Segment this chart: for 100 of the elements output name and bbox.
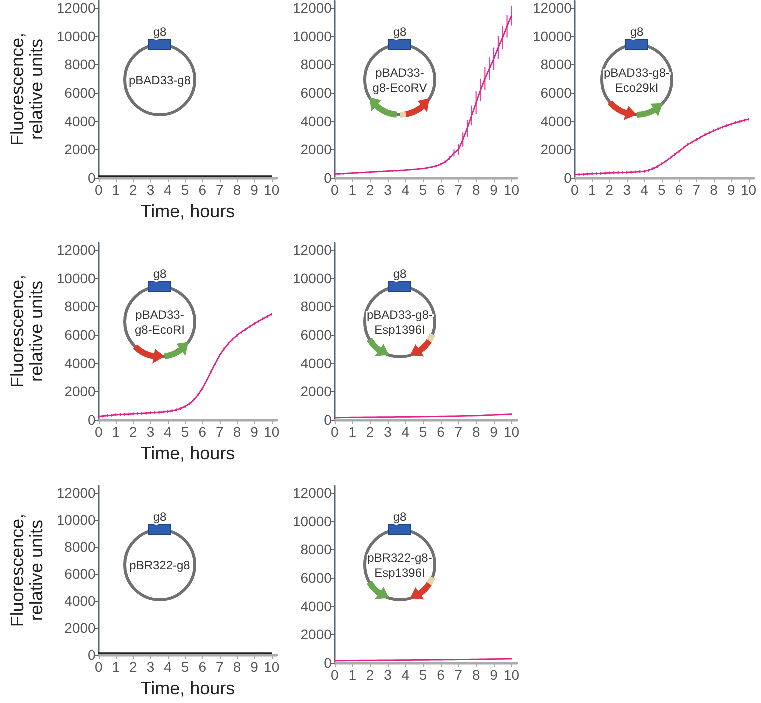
x-tick-label: 4 (640, 182, 649, 198)
x-tick-label: 8 (472, 424, 480, 440)
x-tick-label: 9 (490, 424, 498, 440)
y-axis-title: Fluorescence, relative units (8, 514, 46, 628)
y-tick-label: 8000 (300, 542, 332, 558)
x-axis-title: Time, hours (140, 678, 236, 698)
x-tick-label: 2 (366, 424, 374, 440)
x-tick-label: 10 (264, 659, 280, 676)
x-tick-label: 4 (164, 182, 172, 198)
x-tick-label: 6 (437, 667, 446, 683)
x-tick-label: 2 (606, 182, 614, 198)
x-tick-label: 5 (419, 667, 428, 683)
y-tick-label: 10000 (292, 513, 332, 530)
y-tick-label: 10000 (532, 28, 572, 44)
x-tick-label: 9 (250, 659, 259, 676)
y-axis-title: Fluorescence, relative units (8, 32, 46, 146)
y-tick-label: 6000 (540, 85, 572, 102)
x-tick-label: 2 (366, 182, 374, 198)
x-tick-label: 6 (198, 659, 207, 676)
x-tick-label: 3 (384, 424, 392, 440)
y-tick-label: 8000 (540, 56, 572, 73)
x-tick-label: 5 (181, 182, 190, 198)
x-tick-label: 2 (130, 182, 138, 198)
x-tick-label: 7 (454, 424, 463, 440)
x-tick-label: 7 (692, 182, 701, 198)
x-tick-label: 10 (740, 182, 757, 198)
x-tick-label: 1 (348, 424, 357, 440)
x-tick-label: 3 (623, 182, 632, 198)
x-tick-label: 3 (146, 182, 155, 198)
y-tick-label: 10000 (56, 28, 96, 44)
annotation: pBAD33-g8-EcoRV (372, 66, 428, 95)
x-tick-label: 2 (130, 659, 138, 676)
y-tick-label: 8000 (64, 538, 96, 555)
x-tick-label: 3 (384, 182, 392, 198)
x-tick-label: 8 (233, 424, 242, 440)
x-tick-label: 9 (250, 424, 259, 440)
y-tick-label: 8000 (64, 56, 96, 73)
y-tick-label: 12000 (56, 0, 96, 16)
annotation: g8 (393, 267, 407, 281)
x-tick-label: 7 (216, 424, 224, 440)
x-tick-label: 4 (402, 667, 410, 683)
y-tick-label: 2000 (540, 142, 572, 158)
x-tick-label: 1 (588, 182, 596, 198)
x-tick-label: 10 (504, 182, 520, 198)
x-tick-label: 9 (490, 182, 498, 198)
y-tick-label: 2000 (300, 626, 332, 643)
x-tick-label: 10 (264, 424, 280, 440)
y-axis-title: Fluorescence, relative units (8, 274, 46, 388)
x-tick-label: 3 (146, 659, 155, 676)
annotation: pBAD33-g8-Esp1396I (366, 308, 434, 337)
x-tick-label: 8 (233, 659, 242, 676)
y-tick-label: 8000 (300, 56, 332, 73)
y-tick-label: 4000 (540, 113, 572, 130)
y-tick-label: 6000 (300, 570, 332, 586)
x-tick-label: 1 (348, 182, 357, 198)
annotation: g8 (153, 510, 167, 524)
x-tick-label: 1 (112, 659, 120, 676)
y-tick-label: 2000 (300, 384, 332, 400)
y-tick-label: 12000 (292, 0, 332, 16)
y-tick-label: 4000 (300, 598, 332, 614)
x-tick-label: 2 (366, 667, 374, 683)
y-tick-label: 0 (564, 170, 572, 186)
y-tick-label: 4000 (64, 355, 96, 372)
x-tick-label: 6 (198, 182, 207, 198)
x-tick-label: 3 (146, 424, 155, 440)
x-tick-label: 4 (402, 182, 410, 198)
y-tick-label: 0 (88, 647, 96, 664)
x-tick-label: 5 (658, 182, 666, 198)
y-tick-label: 8000 (64, 298, 96, 315)
annotation: pBAD33-g8-EcoRI (134, 308, 186, 337)
y-tick-label: 12000 (532, 0, 572, 16)
y-tick-label: 6000 (64, 566, 96, 582)
y-tick-label: 2000 (64, 620, 96, 636)
x-tick-label: 5 (181, 659, 190, 676)
y-tick-label: 4000 (300, 113, 332, 130)
x-tick-label: 8 (233, 182, 242, 198)
y-tick-label: 12000 (56, 484, 96, 501)
x-tick-label: 10 (264, 182, 280, 198)
x-tick-label: 2 (130, 424, 138, 440)
x-tick-label: 4 (402, 424, 410, 440)
y-tick-label: 0 (88, 412, 96, 428)
y-tick-label: 10000 (292, 28, 332, 44)
x-tick-label: 7 (454, 182, 463, 198)
y-tick-label: 2000 (300, 142, 332, 158)
y-tick-label: 6000 (300, 85, 332, 102)
y-tick-label: 12000 (292, 242, 332, 258)
x-tick-label: 5 (181, 424, 190, 440)
annotation: g8 (393, 510, 407, 524)
y-tick-label: 6000 (300, 327, 332, 344)
x-tick-label: 6 (437, 182, 446, 198)
x-tick-label: 9 (728, 182, 736, 198)
x-tick-label: 4 (164, 424, 172, 440)
x-tick-label: 4 (164, 659, 172, 676)
y-tick-label: 6000 (64, 85, 96, 102)
x-tick-label: 5 (419, 182, 428, 198)
y-tick-label: 12000 (56, 242, 96, 258)
y-tick-label: 10000 (56, 270, 96, 286)
x-tick-label: 7 (216, 182, 224, 198)
x-tick-label: 1 (112, 182, 120, 198)
annotation: pBR322-g8 (130, 558, 191, 572)
